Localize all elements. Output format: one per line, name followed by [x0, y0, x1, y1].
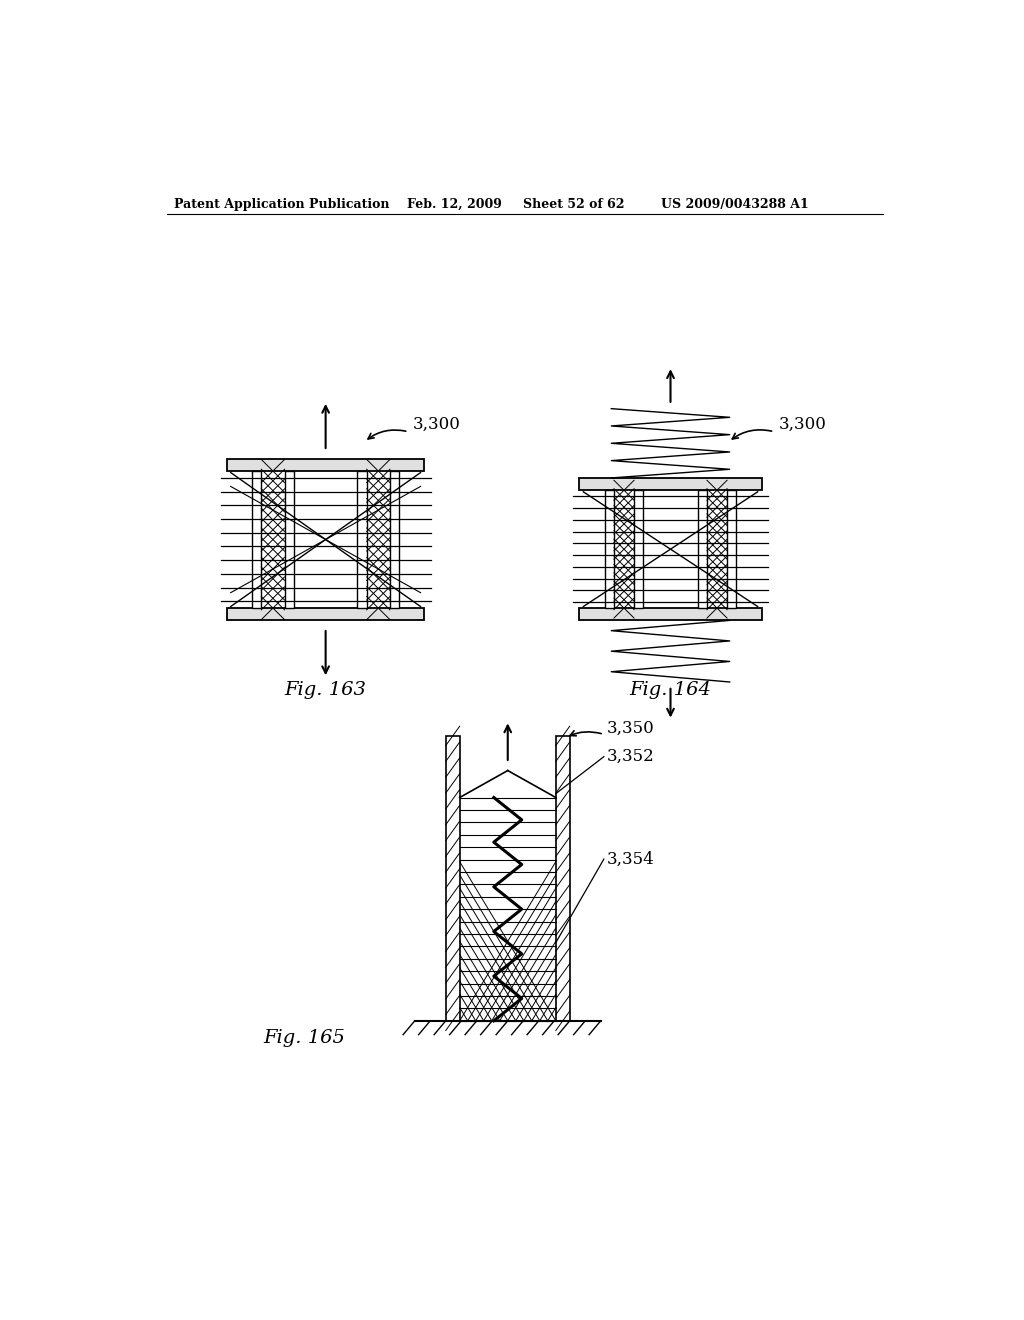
Bar: [226, 609, 424, 620]
Text: 3,352: 3,352: [607, 748, 654, 766]
Bar: [697, 490, 707, 609]
Text: 3,300: 3,300: [414, 416, 461, 433]
Bar: [580, 478, 762, 490]
Text: Feb. 12, 2009: Feb. 12, 2009: [407, 198, 502, 211]
Bar: [634, 490, 643, 609]
Bar: [226, 459, 424, 471]
Text: Sheet 52 of 62: Sheet 52 of 62: [523, 198, 625, 211]
Bar: [604, 490, 614, 609]
Text: US 2009/0043288 A1: US 2009/0043288 A1: [662, 198, 809, 211]
Bar: [252, 471, 261, 609]
Bar: [727, 490, 736, 609]
Text: 3,354: 3,354: [607, 850, 654, 867]
Text: 3,300: 3,300: [779, 416, 826, 433]
Bar: [445, 737, 460, 1020]
Text: Fig. 165: Fig. 165: [263, 1028, 345, 1047]
Bar: [556, 737, 569, 1020]
Bar: [357, 471, 367, 609]
Text: Fig. 164: Fig. 164: [630, 681, 712, 698]
Text: Fig. 163: Fig. 163: [285, 681, 367, 698]
Text: Patent Application Publication: Patent Application Publication: [174, 198, 390, 211]
Bar: [580, 609, 762, 620]
Bar: [390, 471, 399, 609]
Bar: [285, 471, 294, 609]
Text: 3,350: 3,350: [607, 719, 654, 737]
